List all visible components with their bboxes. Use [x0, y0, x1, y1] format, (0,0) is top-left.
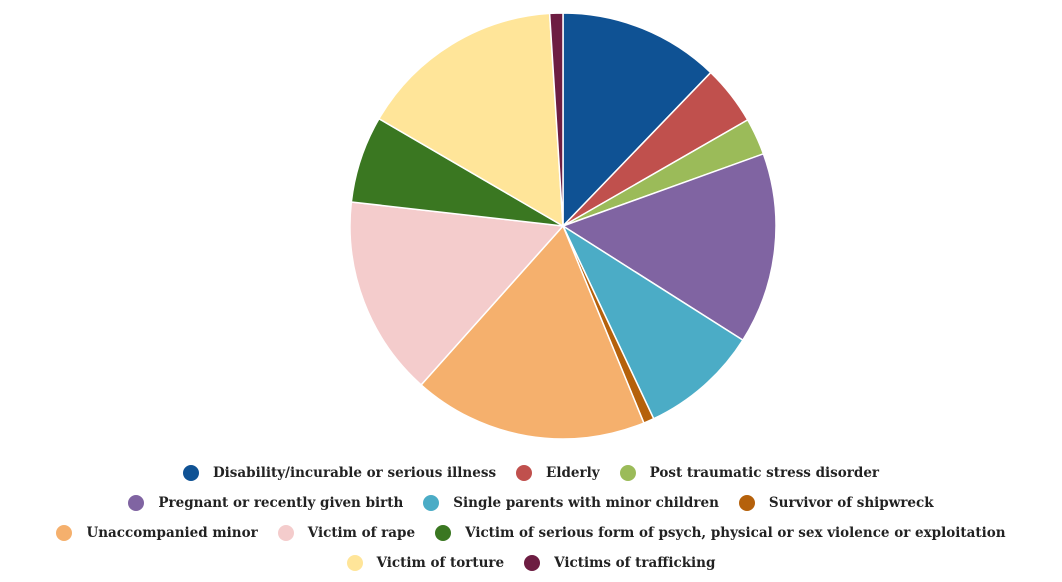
legend-item-violence[interactable]: Victim of serious form of psych, physica…	[435, 524, 1006, 541]
legend-swatch-icon	[182, 464, 199, 481]
legend-swatch-icon	[346, 554, 363, 571]
legend-item-ptsd[interactable]: Post traumatic stress disorder	[619, 464, 880, 481]
legend-label: Unaccompanied minor	[86, 524, 258, 541]
legend-row: Victim of torture Victims of trafficking	[0, 552, 1062, 573]
legend-item-rape[interactable]: Victim of rape	[277, 524, 416, 541]
legend-row: Pregnant or recently given birth Single …	[0, 492, 1062, 513]
pie-slice-3[interactable]	[561, 152, 777, 342]
legend-item-unaccompanied-minor[interactable]: Unaccompanied minor	[56, 524, 258, 541]
pie-slice-0[interactable]	[562, 12, 712, 228]
legend-item-shipwreck[interactable]: Survivor of shipwreck	[738, 494, 934, 511]
legend-label: Pregnant or recently given birth	[158, 494, 404, 511]
legend-item-single-parents[interactable]: Single parents with minor children	[423, 494, 719, 511]
legend-row: Unaccompanied minor Victim of rape Victi…	[0, 522, 1062, 543]
legend-swatch-icon	[619, 464, 636, 481]
pie-slice-7[interactable]	[349, 201, 565, 386]
legend-swatch-icon	[524, 554, 541, 571]
legend-item-torture[interactable]: Victim of torture	[346, 554, 505, 571]
legend-swatch-icon	[423, 494, 440, 511]
pie-slice-9[interactable]	[377, 12, 564, 228]
chart-legend: Disability/incurable or serious illness …	[0, 462, 1062, 582]
legend-swatch-icon	[738, 494, 755, 511]
legend-row: Disability/incurable or serious illness …	[0, 462, 1062, 483]
legend-label: Victim of torture	[376, 554, 505, 571]
legend-swatch-icon	[277, 524, 294, 541]
pie-slice-4[interactable]	[561, 223, 744, 420]
pie-slice-10[interactable]	[548, 12, 564, 227]
legend-label: Survivor of shipwreck	[768, 494, 934, 511]
legend-label: Elderly	[546, 464, 600, 481]
legend-item-disability[interactable]: Disability/incurable or serious illness	[182, 464, 497, 481]
legend-label: Victim of rape	[307, 524, 416, 541]
legend-swatch-icon	[516, 464, 533, 481]
legend-item-trafficking[interactable]: Victims of trafficking	[524, 554, 716, 571]
legend-label: Single parents with minor children	[453, 494, 719, 511]
legend-item-elderly[interactable]: Elderly	[516, 464, 600, 481]
legend-swatch-icon	[56, 524, 73, 541]
pie-slice-6[interactable]	[420, 224, 645, 440]
legend-label: Disability/incurable or serious illness	[212, 464, 497, 481]
legend-label: Post traumatic stress disorder	[649, 464, 880, 481]
legend-swatch-icon	[435, 524, 452, 541]
legend-label: Victims of trafficking	[554, 554, 716, 571]
legend-item-pregnant[interactable]: Pregnant or recently given birth	[128, 494, 404, 511]
legend-label: Victim of serious form of psych, physica…	[465, 524, 1006, 541]
legend-swatch-icon	[128, 494, 145, 511]
